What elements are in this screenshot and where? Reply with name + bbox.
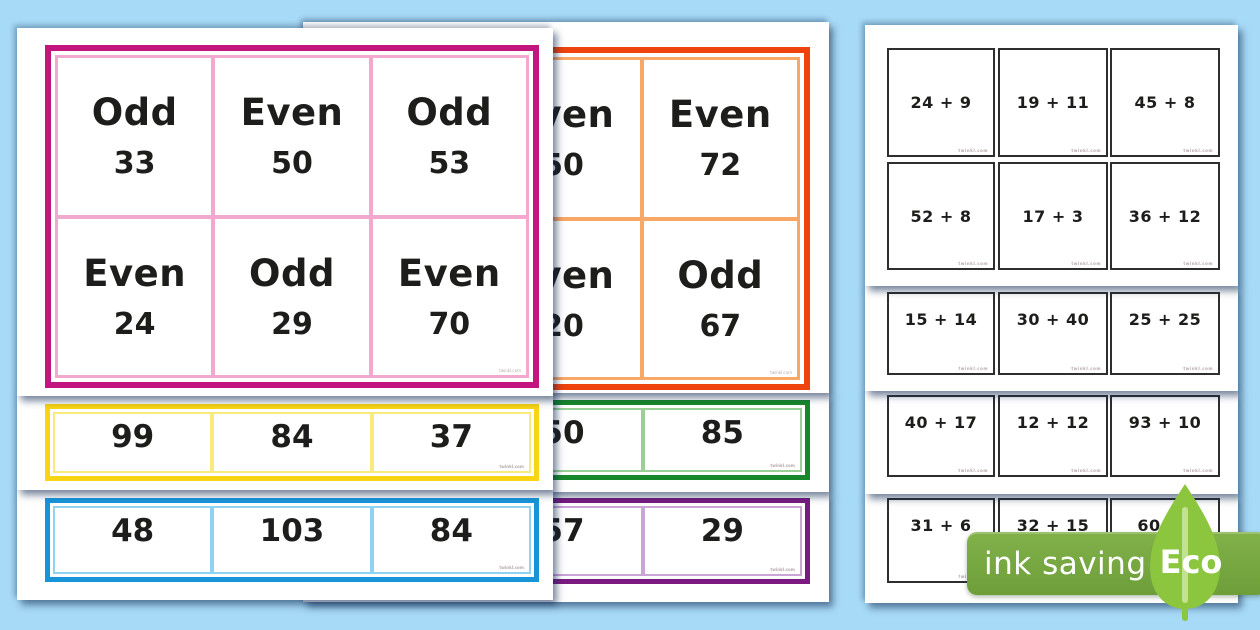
strip-cell: 37 twinkl.com — [373, 414, 529, 471]
watermark: twinkl.com — [1183, 148, 1213, 153]
watermark: twinkl.com — [1071, 366, 1101, 371]
addition-question: 19 + 11 — [1016, 93, 1090, 112]
parity-label: Even — [397, 251, 501, 295]
bingo-number: 72 — [699, 148, 742, 184]
bingo-number: 70 — [428, 306, 471, 342]
addition-question: 52 + 8 — [910, 206, 972, 226]
watermark: twinkl.com — [1071, 468, 1101, 473]
parity-label: Even — [668, 93, 772, 137]
bingo-cell: Even 70 twinkl.com — [372, 218, 526, 375]
sheet-blue-strip: 48 103 84 twinkl.com — [17, 490, 553, 600]
watermark: twinkl.com — [770, 567, 795, 572]
ink-saving-label: ink saving — [984, 545, 1147, 582]
strip-cell: 103 — [214, 508, 370, 572]
addition-card: 12 + 12 twinkl.com — [998, 395, 1108, 477]
sheet-addition-row4: 40 + 17 twinkl.com 12 + 12 twinkl.com 93… — [865, 391, 1238, 494]
watermark: twinkl.com — [1071, 261, 1101, 266]
strip-number: 85 — [700, 415, 744, 451]
strip-number: 103 — [259, 513, 325, 549]
watermark: twinkl.com — [958, 148, 988, 153]
sheet-addition-rows1-2: 24 + 9 twinkl.com 19 + 11 twinkl.com 45 … — [865, 25, 1238, 286]
addition-question: 24 + 9 — [910, 93, 972, 112]
bingo-cell: Odd 53 — [372, 58, 526, 215]
yellow-number-strip: 99 84 37 twinkl.com — [45, 404, 539, 481]
strip-cell: 84 — [214, 414, 370, 471]
watermark: twinkl.com — [1183, 468, 1213, 473]
bingo-cell: Odd 67 twinkl.com — [643, 220, 797, 377]
sheet-orange-bingo: Even 50 Even 72 Even 20 — [303, 22, 829, 393]
parity-label: Odd — [406, 91, 493, 135]
addition-card: 45 + 8 twinkl.com — [1110, 48, 1220, 157]
addition-card: 17 + 3 twinkl.com — [998, 162, 1108, 270]
strip-number: 84 — [429, 513, 473, 549]
parity-label: Odd — [249, 251, 335, 295]
strip-cell: 99 — [55, 414, 211, 471]
bingo-number: 50 — [271, 146, 313, 182]
addition-card: 24 + 9 twinkl.com — [887, 48, 995, 157]
watermark: twinkl.com — [958, 468, 988, 473]
strip-number: 37 — [429, 419, 473, 455]
strip-number: 48 — [111, 513, 155, 549]
watermark: twinkl.com — [1071, 148, 1101, 153]
addition-question: 30 + 40 — [1016, 310, 1090, 329]
bingo-cell: Even 50 — [215, 58, 369, 215]
sheet-addition-row3: 15 + 14 twinkl.com 30 + 40 twinkl.com 25… — [865, 286, 1238, 391]
pink-bingo-card: Odd 33 Even 50 Odd 53 Even 24 — [45, 45, 539, 388]
bingo-cell: Odd 29 — [215, 218, 369, 375]
watermark: twinkl.com — [499, 565, 524, 570]
bingo-number: 53 — [428, 146, 471, 182]
parity-label: Odd — [91, 91, 178, 135]
strip-number: 84 — [270, 419, 314, 455]
sheet-pink-bingo: Odd 33 Even 50 Odd 53 Even 24 — [17, 28, 553, 396]
parity-label: Odd — [677, 253, 764, 297]
addition-card: 52 + 8 twinkl.com — [887, 162, 995, 270]
watermark: twinkl.com — [958, 366, 988, 371]
addition-card: 40 + 17 twinkl.com — [887, 395, 995, 477]
addition-question: 31 + 6 — [910, 516, 972, 535]
addition-card: 30 + 40 twinkl.com — [998, 292, 1108, 375]
strip-cell: 85 twinkl.com — [644, 410, 800, 470]
addition-card: 25 + 25 twinkl.com — [1110, 292, 1220, 375]
strip-cell: 29 twinkl.com — [644, 508, 800, 574]
addition-question: 60 — [1137, 516, 1161, 535]
eco-label: Eco — [1159, 543, 1223, 581]
addition-card: 36 + 12 twinkl.com — [1110, 162, 1220, 270]
watermark: twinkl.com — [958, 261, 988, 266]
bingo-number: 29 — [271, 306, 313, 342]
strip-number: 99 — [111, 419, 155, 455]
parity-label: Even — [240, 91, 344, 135]
watermark: twinkl.com — [499, 368, 521, 373]
strip-cell: 84 twinkl.com — [373, 508, 529, 572]
blue-number-strip: 48 103 84 twinkl.com — [45, 498, 539, 582]
addition-question: 36 + 12 — [1128, 206, 1202, 226]
bingo-number: 24 — [113, 306, 156, 342]
bingo-cell: Even 72 — [643, 60, 797, 217]
eco-leaf-icon — [1140, 481, 1230, 621]
watermark: twinkl.com — [770, 463, 795, 468]
addition-card: 19 + 11 twinkl.com — [998, 48, 1108, 157]
addition-question: 15 + 14 — [904, 310, 978, 329]
addition-question: 25 + 25 — [1128, 310, 1202, 329]
addition-question: 17 + 3 — [1022, 206, 1084, 226]
watermark: twinkl.com — [1183, 366, 1213, 371]
strip-number: 29 — [700, 513, 744, 549]
addition-question: 45 + 8 — [1134, 93, 1196, 112]
parity-label: Even — [83, 251, 187, 295]
addition-question: 12 + 12 — [1016, 413, 1090, 432]
strip-cell: 48 — [55, 508, 211, 572]
bingo-cell: Even 24 — [58, 218, 212, 375]
watermark: twinkl.com — [770, 370, 792, 375]
addition-question: 40 + 17 — [904, 413, 978, 432]
bingo-cell: Odd 33 — [58, 58, 212, 215]
addition-card: 93 + 10 twinkl.com — [1110, 395, 1220, 477]
addition-question: 93 + 10 — [1128, 413, 1202, 432]
watermark: twinkl.com — [499, 464, 524, 469]
addition-question: 32 + 15 — [1016, 516, 1090, 535]
watermark: twinkl.com — [1183, 261, 1213, 266]
bingo-number: 33 — [113, 146, 156, 182]
sheet-yellow-strip: 99 84 37 twinkl.com — [17, 396, 553, 490]
addition-card: 15 + 14 twinkl.com — [887, 292, 995, 375]
bingo-number: 67 — [699, 308, 742, 344]
